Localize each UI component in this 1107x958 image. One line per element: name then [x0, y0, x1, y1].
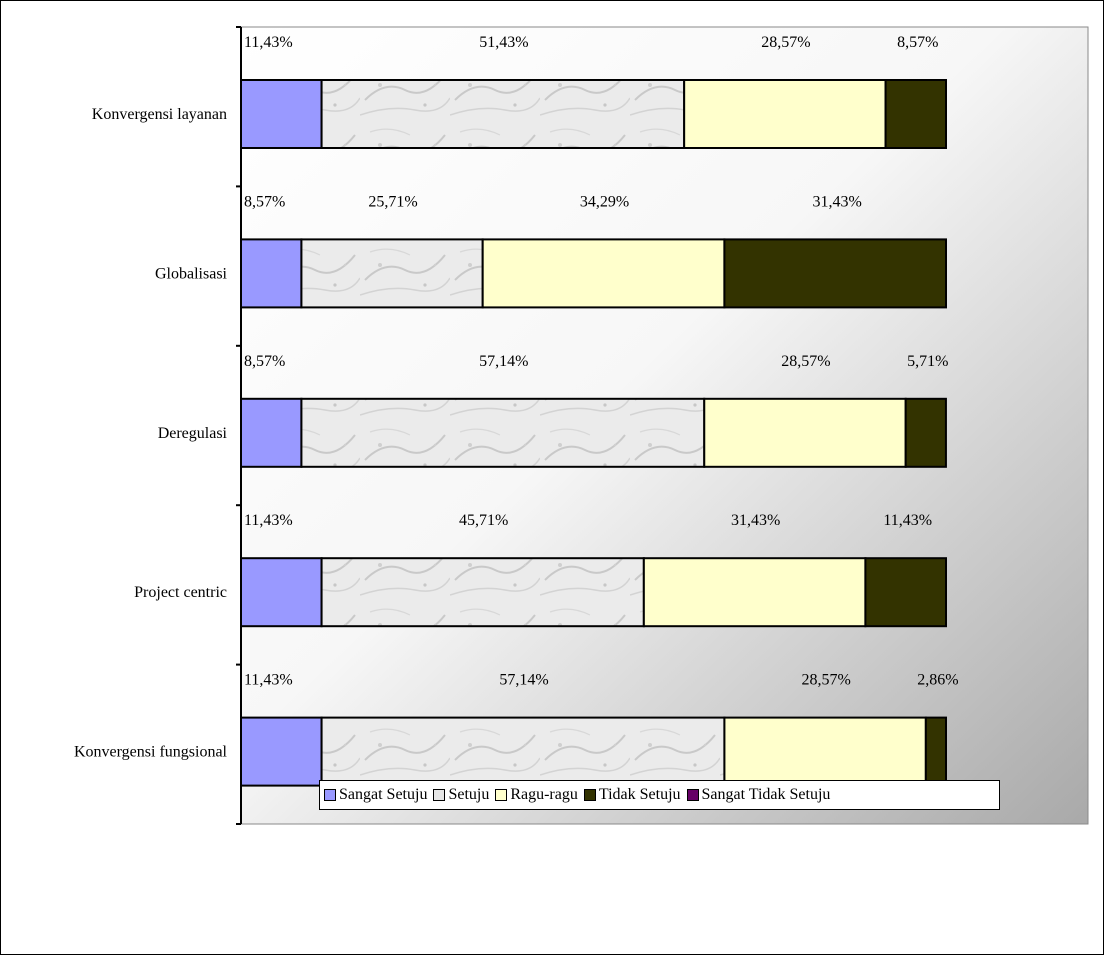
bar-segment	[683, 79, 887, 149]
legend: Sangat Setuju Setuju Ragu-ragu Tidak Setuju…	[319, 780, 1000, 810]
data-label: 28,57%	[781, 353, 830, 370]
category-label: Deregulasi	[158, 425, 228, 442]
legend-label: Tidak Setuju	[598, 786, 681, 803]
legend-item: Ragu-ragu	[495, 786, 578, 804]
data-label: 11,43%	[883, 512, 932, 529]
bar-segment	[240, 79, 323, 149]
legend-label: Ragu-ragu	[510, 786, 578, 803]
legend-label: Sangat Tidak Setuju	[701, 786, 831, 803]
bar-segment	[723, 716, 927, 787]
legend-swatch	[433, 789, 446, 801]
legend-item: Sangat Tidak Setuju	[686, 786, 831, 804]
legend-swatch	[583, 789, 596, 801]
bar-segment	[320, 716, 726, 787]
legend-swatch	[686, 789, 699, 801]
legend-swatch	[495, 789, 508, 801]
data-label: 45,71%	[459, 512, 508, 529]
data-label: 51,43%	[479, 34, 528, 51]
bar-segment	[924, 716, 947, 787]
data-label: 31,43%	[813, 193, 862, 210]
bar-segment	[320, 79, 686, 149]
data-label: 8,57%	[244, 353, 285, 370]
data-label: 34,29%	[580, 193, 629, 210]
data-label: 2,86%	[917, 672, 958, 689]
data-label: 11,43%	[244, 34, 293, 51]
bar-segment	[723, 238, 948, 309]
legend-label: Setuju	[448, 786, 490, 803]
bar-segment	[320, 557, 645, 628]
bar-segment	[884, 79, 947, 149]
data-label: 28,57%	[801, 672, 850, 689]
data-label: 57,14%	[499, 672, 548, 689]
category-label: Konvergensi layanan	[92, 106, 227, 123]
bar-segment	[642, 557, 867, 628]
bar-segment	[864, 557, 948, 628]
data-label: 28,57%	[761, 34, 810, 51]
data-label: 25,71%	[368, 193, 417, 210]
legend-swatch	[324, 789, 336, 801]
bar-segment	[703, 397, 907, 468]
category-label: Project centric	[134, 584, 227, 601]
bar-segment	[300, 397, 706, 468]
legend-item: Setuju	[433, 786, 489, 804]
category-label: Globalisasi	[155, 265, 228, 282]
bar-segment	[904, 397, 947, 468]
bar-segment	[300, 238, 484, 309]
bar-segment	[240, 238, 303, 309]
data-label: 57,14%	[479, 353, 528, 370]
bar-segment	[240, 397, 303, 468]
data-label: 8,57%	[897, 34, 938, 51]
bar-segment	[240, 557, 323, 628]
data-label: 11,43%	[244, 672, 293, 689]
bar-segment	[481, 238, 726, 309]
legend-label: Sangat Setuju	[339, 786, 428, 803]
legend-item: Sangat Setuju	[324, 786, 427, 804]
legend-item: Tidak Setuju	[583, 786, 681, 804]
data-label: 8,57%	[244, 193, 285, 210]
data-label: 31,43%	[731, 512, 780, 529]
data-label: 11,43%	[244, 512, 293, 529]
data-label: 5,71%	[907, 353, 948, 370]
category-label: Konvergensi fungsional	[74, 744, 228, 761]
bar-segment	[240, 716, 323, 787]
